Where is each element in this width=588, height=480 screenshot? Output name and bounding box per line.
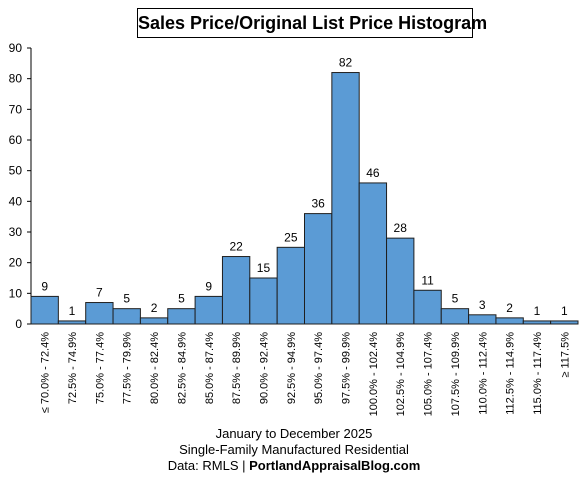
bar — [331, 72, 360, 325]
x-tick-labels: ≤ 70.0% - 72.4% 72.5% - 74.9% 75.0% - 77.4… — [40, 332, 572, 417]
bar-value-label: 2 — [151, 301, 158, 315]
x-tick-label: 102.5% - 104.9% — [395, 332, 407, 417]
y-tick-label: 30 — [9, 225, 23, 239]
y-tick-label: 70 — [9, 102, 23, 116]
x-tick-label: ≤ 70.0% - 72.4% — [40, 332, 52, 413]
x-tick-label: 87.5% - 89.9% — [231, 332, 243, 404]
bars — [30, 72, 579, 325]
x-tick-label: 90.0% - 92.4% — [258, 332, 270, 404]
x-tick-label: 110.0% - 112.4% — [477, 332, 489, 415]
y-tick-label: 50 — [9, 164, 23, 178]
y-tick-label: 40 — [9, 194, 23, 208]
chart-title: Sales Price/Original List Price Histogra… — [137, 8, 487, 38]
bar-value-label: 1 — [69, 304, 76, 318]
bar-value-label: 28 — [394, 221, 408, 235]
x-tick-label: 95.0% - 97.4% — [313, 332, 325, 404]
bar — [468, 314, 497, 325]
bar — [167, 308, 196, 325]
bar — [522, 320, 552, 325]
caption-source-prefix: Data: RMLS | — [167, 458, 250, 473]
bar-value-label: 11 — [421, 273, 434, 287]
bar — [358, 182, 388, 325]
y-tick-label: 80 — [9, 72, 23, 86]
caption-source: Data: RMLS | PortlandAppraisalBlog.com — [0, 458, 588, 473]
x-tick-label: 72.5% - 74.9% — [67, 332, 79, 404]
x-tick-label: 97.5% - 99.9% — [341, 332, 353, 404]
bar-value-label: 3 — [479, 298, 486, 312]
y-tick-label: 90 — [9, 41, 23, 55]
x-tick-label: 82.5% - 84.9% — [176, 332, 188, 404]
bar-value-label: 5 — [452, 292, 459, 306]
bar — [304, 213, 333, 325]
bar — [194, 295, 223, 325]
x-tick-label: 80.0% - 82.4% — [149, 332, 161, 404]
bar — [276, 246, 305, 325]
bar — [30, 295, 59, 325]
x-tick-label: 77.5% - 79.9% — [122, 332, 134, 404]
x-tick-label: 115.0% - 117.4% — [532, 332, 544, 415]
caption-date-range: January to December 2025 — [215, 426, 373, 441]
bar — [221, 256, 251, 325]
bar — [112, 308, 141, 325]
bar-value-label: 46 — [366, 166, 380, 180]
bar-value-label: 22 — [229, 240, 243, 254]
bar — [440, 308, 470, 325]
y-tick-label: 10 — [9, 286, 23, 300]
bar-value-label: 82 — [339, 56, 353, 70]
x-tick-label: 92.5% - 94.9% — [286, 332, 298, 404]
x-tick-label: 105.0% - 107.4% — [423, 332, 435, 417]
bar-value-label: 1 — [561, 304, 568, 318]
bar — [550, 320, 579, 325]
y-tick-label: 20 — [9, 256, 23, 270]
x-tick-label: 85.0% - 87.4% — [204, 332, 216, 404]
bar-value-label: 5 — [123, 292, 130, 306]
bar — [413, 289, 442, 325]
caption-source-site: PortlandAppraisalBlog.com — [249, 458, 421, 473]
bar-value-label: 15 — [257, 261, 271, 275]
bar — [139, 317, 169, 325]
bar-value-label: 9 — [205, 279, 212, 293]
bar-value-label: 1 — [534, 304, 541, 318]
bar — [495, 317, 524, 325]
y-tick-label: 0 — [15, 317, 22, 331]
bar-value-label: 36 — [311, 197, 325, 211]
x-tick-label: 100.0% - 102.4% — [368, 332, 380, 417]
bar — [386, 237, 415, 325]
bar — [57, 320, 87, 325]
bar — [249, 277, 278, 325]
x-tick-label: 75.0% - 77.4% — [94, 332, 106, 404]
x-tick-label: ≥ 117.5% — [559, 332, 571, 378]
bar-value-label: 2 — [506, 301, 513, 315]
x-tick-label: 107.5% - 109.9% — [450, 332, 462, 417]
y-tick-label: 60 — [9, 133, 23, 147]
bar-value-label: 5 — [178, 292, 185, 306]
bar — [85, 302, 114, 325]
bar-value-label: 9 — [41, 279, 48, 293]
bar-value-label: 25 — [284, 230, 298, 244]
bar-value-label: 7 — [96, 286, 103, 300]
caption-property-type: Single-Family Manufactured Residential — [179, 442, 409, 457]
x-tick-label: 112.5% - 114.9% — [505, 332, 517, 415]
